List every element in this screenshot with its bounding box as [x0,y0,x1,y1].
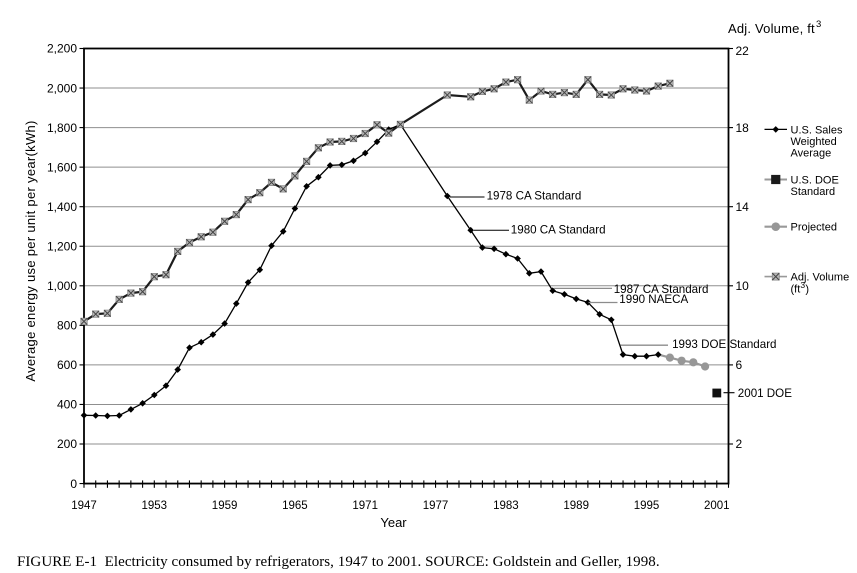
svg-text:1,200: 1,200 [47,239,77,253]
svg-text:FIGURE E-1 Electricity consum: FIGURE E-1 Electricity consumed by refri… [17,554,660,570]
svg-text:1989: 1989 [563,500,589,512]
svg-text:U.S. DOE: U.S. DOE [791,174,839,186]
svg-text:3: 3 [800,280,805,290]
svg-text:1953: 1953 [142,500,168,512]
svg-text:1990 NAECA: 1990 NAECA [619,293,688,306]
svg-text:Adj. Volume: Adj. Volume [791,272,850,284]
svg-text:1983: 1983 [493,500,519,512]
svg-text:Projected: Projected [791,222,837,234]
svg-text:Average: Average [791,148,832,160]
svg-text:14: 14 [736,200,750,214]
svg-text:Year: Year [380,515,407,530]
svg-text:200: 200 [57,437,77,451]
svg-text:Adj. Volume, ft: Adj. Volume, ft [728,21,815,36]
svg-text:400: 400 [57,398,77,412]
svg-text:1947: 1947 [71,500,97,512]
svg-text:3: 3 [816,19,821,30]
svg-text:2,200: 2,200 [47,42,77,56]
svg-text:600: 600 [57,358,77,372]
svg-text:1987 CA Standard: 1987 CA Standard [614,283,709,296]
svg-text:800: 800 [57,319,77,333]
svg-text:18: 18 [736,121,750,135]
svg-text:1959: 1959 [212,500,238,512]
svg-text:2001 DOE: 2001 DOE [738,387,792,400]
svg-text:): ) [805,283,809,295]
svg-text:1,600: 1,600 [47,160,77,174]
svg-text:1,000: 1,000 [47,279,77,293]
svg-text:1980 CA Standard: 1980 CA Standard [511,223,606,236]
svg-text:2: 2 [736,437,743,451]
svg-text:1977: 1977 [423,500,449,512]
svg-text:0: 0 [70,477,77,491]
svg-text:(ft: (ft [791,283,801,295]
svg-text:1,800: 1,800 [47,121,77,135]
svg-text:2001: 2001 [704,500,730,512]
svg-text:1,400: 1,400 [47,200,77,214]
svg-text:22: 22 [736,44,750,58]
svg-text:2,000: 2,000 [47,81,77,95]
svg-text:6: 6 [736,358,743,372]
svg-text:Average energy use per unit pe: Average energy use per unit per year(kWh… [23,120,38,381]
svg-text:1978 CA Standard: 1978 CA Standard [487,189,582,202]
svg-text:1971: 1971 [352,500,378,512]
svg-text:1965: 1965 [282,500,308,512]
svg-text:Weighted: Weighted [791,136,837,148]
svg-text:1993 DOE Standard: 1993 DOE Standard [672,338,776,351]
svg-text:Standard: Standard [791,186,836,198]
svg-text:1995: 1995 [634,500,660,512]
svg-text:U.S. Sales: U.S. Sales [791,124,843,136]
svg-text:10: 10 [736,279,750,293]
